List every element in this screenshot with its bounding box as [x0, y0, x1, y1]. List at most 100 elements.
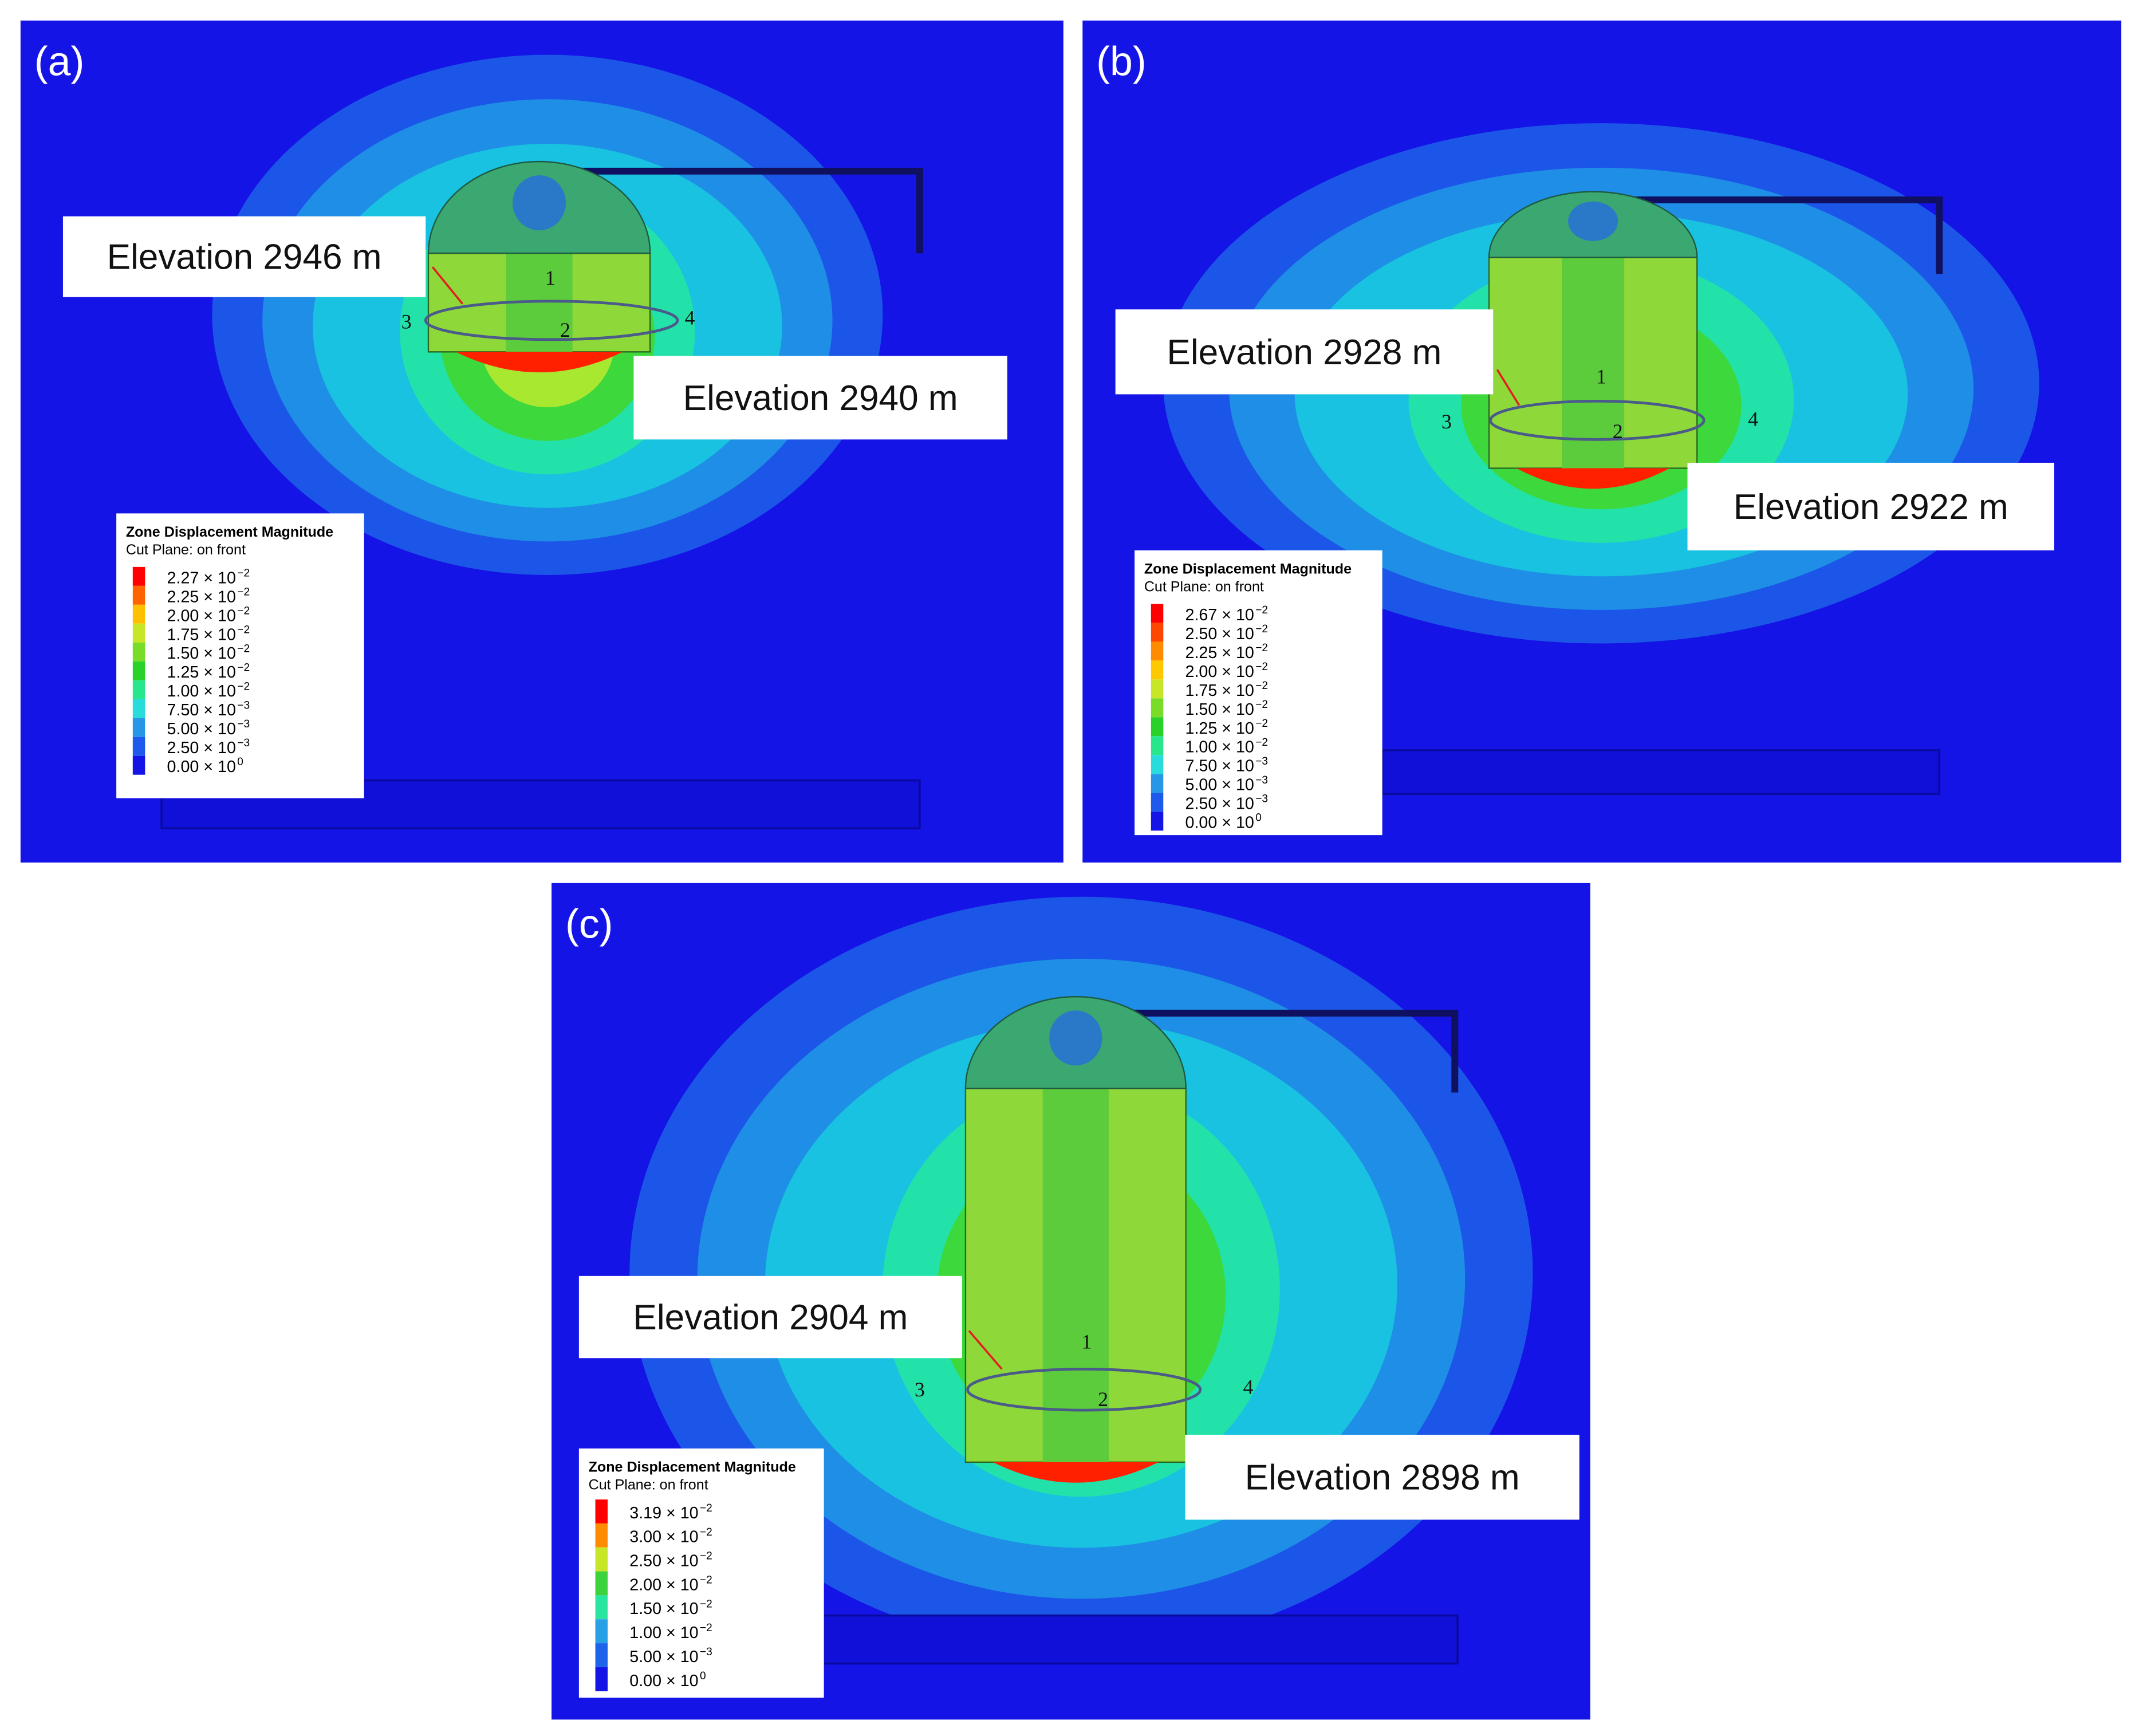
legend-value: 2.00 × 10 — [629, 1576, 698, 1594]
elevation-box — [633, 356, 1007, 440]
legend-exponent: −2 — [1255, 623, 1268, 635]
floor-heave — [1516, 468, 1670, 489]
legend-value: 1.00 × 10 — [1185, 738, 1254, 757]
legend-exponent: −2 — [700, 1622, 712, 1634]
legend-value: 0.00 × 10 — [167, 758, 236, 776]
elevation-label: Elevation 2904 m — [633, 1298, 908, 1337]
legend-swatch — [595, 1595, 608, 1620]
legend-exponent: −2 — [237, 567, 250, 579]
legend-value: 2.00 × 10 — [1185, 663, 1254, 681]
point-label: 3 — [915, 1378, 925, 1401]
legend-value: 3.19 × 10 — [629, 1504, 698, 1522]
point-label: 4 — [1243, 1375, 1253, 1398]
point-label: 2 — [1098, 1388, 1108, 1411]
legend-exponent: −2 — [237, 643, 250, 655]
legend-exponent: −3 — [237, 718, 250, 730]
legend-swatch — [595, 1499, 608, 1524]
bottom-tunnel — [820, 1614, 1459, 1665]
legend-exponent: −2 — [1255, 699, 1268, 711]
legend-value: 1.00 × 10 — [629, 1624, 698, 1642]
legend-exponent: −2 — [1255, 661, 1268, 673]
monitor-ring — [1489, 399, 1705, 441]
panel-label: (a) — [34, 38, 85, 84]
legend-swatch — [1151, 641, 1164, 661]
point-label: 2 — [560, 318, 570, 341]
point-label: 2 — [1613, 420, 1623, 443]
dome-cap — [1049, 1010, 1102, 1066]
legend-subtitle: Cut Plane: on front — [1144, 579, 1264, 595]
legend-value: 1.50 × 10 — [167, 644, 236, 663]
legend-exponent: −2 — [700, 1526, 712, 1538]
elevation-box — [1115, 309, 1494, 395]
legend-value: 2.67 × 10 — [1185, 606, 1254, 624]
legend-exponent: −2 — [237, 605, 250, 617]
legend-exponent: −2 — [1255, 604, 1268, 616]
dome-cap — [513, 175, 566, 231]
legend-swatch — [1151, 660, 1164, 680]
point-label: 4 — [684, 306, 695, 329]
legend-value: 0.00 × 10 — [629, 1672, 698, 1690]
legend-swatch — [1151, 698, 1164, 718]
legend-swatch — [1151, 812, 1164, 831]
elevation-label: Elevation 2946 m — [107, 238, 382, 277]
legend-subtitle: Cut Plane: on front — [126, 542, 246, 558]
legend-value: 7.50 × 10 — [1185, 757, 1254, 776]
point-label: 1 — [1081, 1330, 1092, 1353]
legend-title: Zone Displacement Magnitude — [1144, 561, 1352, 577]
elevation-box — [1687, 462, 2055, 550]
elevation-label: Elevation 2898 m — [1245, 1458, 1520, 1498]
legend-exponent: −2 — [1255, 680, 1268, 692]
legend-exponent: −2 — [1255, 642, 1268, 654]
legend-value: 1.75 × 10 — [1185, 682, 1254, 700]
legend-value: 2.50 × 10 — [1185, 625, 1254, 643]
legend-exponent: −3 — [1255, 755, 1268, 767]
legend-value: 2.50 × 10 — [1185, 795, 1254, 813]
elevation-box — [62, 216, 426, 297]
floor-heave — [455, 352, 623, 373]
legend-value: 2.27 × 10 — [167, 569, 236, 587]
panel: 1 2 3 4 (b) Elevation 2928 m Elevation 2922 m Z… — [1082, 20, 2122, 863]
legend-swatch — [1151, 774, 1164, 793]
legend-value: 1.00 × 10 — [167, 682, 236, 700]
monitor-ring — [966, 1367, 1202, 1412]
legend-exponent: −2 — [237, 662, 250, 674]
elevation-label: Elevation 2940 m — [683, 379, 958, 418]
legend-value: 5.00 × 10 — [167, 720, 236, 738]
upper-tunnel — [1614, 196, 1943, 274]
legend-exponent: 0 — [237, 756, 243, 768]
monitor-ring — [424, 300, 679, 341]
legend-swatch — [1151, 793, 1164, 812]
legend-swatch — [132, 604, 145, 624]
legend-swatch — [1151, 717, 1164, 737]
legend-exponent: −3 — [1255, 793, 1268, 805]
panel-label: (c) — [565, 901, 613, 947]
legend-value: 0.00 × 10 — [1185, 814, 1254, 832]
legend-value: 7.50 × 10 — [167, 701, 236, 719]
panel: 1 2 3 4 (c) Elevation 2904 m Elevation 2898 m Z… — [552, 883, 1590, 1720]
legend-value: 2.50 × 10 — [167, 739, 236, 757]
legend-swatch — [1151, 623, 1164, 642]
legend-exponent: 0 — [1255, 812, 1262, 824]
legend-value: 2.50 × 10 — [629, 1552, 698, 1570]
upper-tunnel — [1115, 1009, 1459, 1093]
legend-exponent: −2 — [237, 586, 250, 598]
legend-exponent: −2 — [1255, 718, 1268, 730]
legend-value: 1.25 × 10 — [167, 663, 236, 682]
legend-value: 2.25 × 10 — [167, 588, 236, 606]
point-label: 3 — [401, 310, 412, 333]
point-label: 1 — [545, 266, 556, 289]
panel-label: (b) — [1096, 38, 1147, 84]
legend-swatch — [595, 1571, 608, 1596]
legend-value: 1.25 × 10 — [1185, 719, 1254, 738]
legend-value: 1.50 × 10 — [1185, 700, 1254, 719]
legend-swatch — [132, 642, 145, 662]
legend-swatch — [132, 755, 145, 775]
legend-swatch — [132, 585, 145, 605]
legend-swatch — [595, 1667, 608, 1691]
legend-swatch — [595, 1547, 608, 1572]
legend-swatch — [132, 718, 145, 737]
legend-exponent: −2 — [700, 1550, 712, 1562]
legend-box — [1135, 550, 1382, 836]
